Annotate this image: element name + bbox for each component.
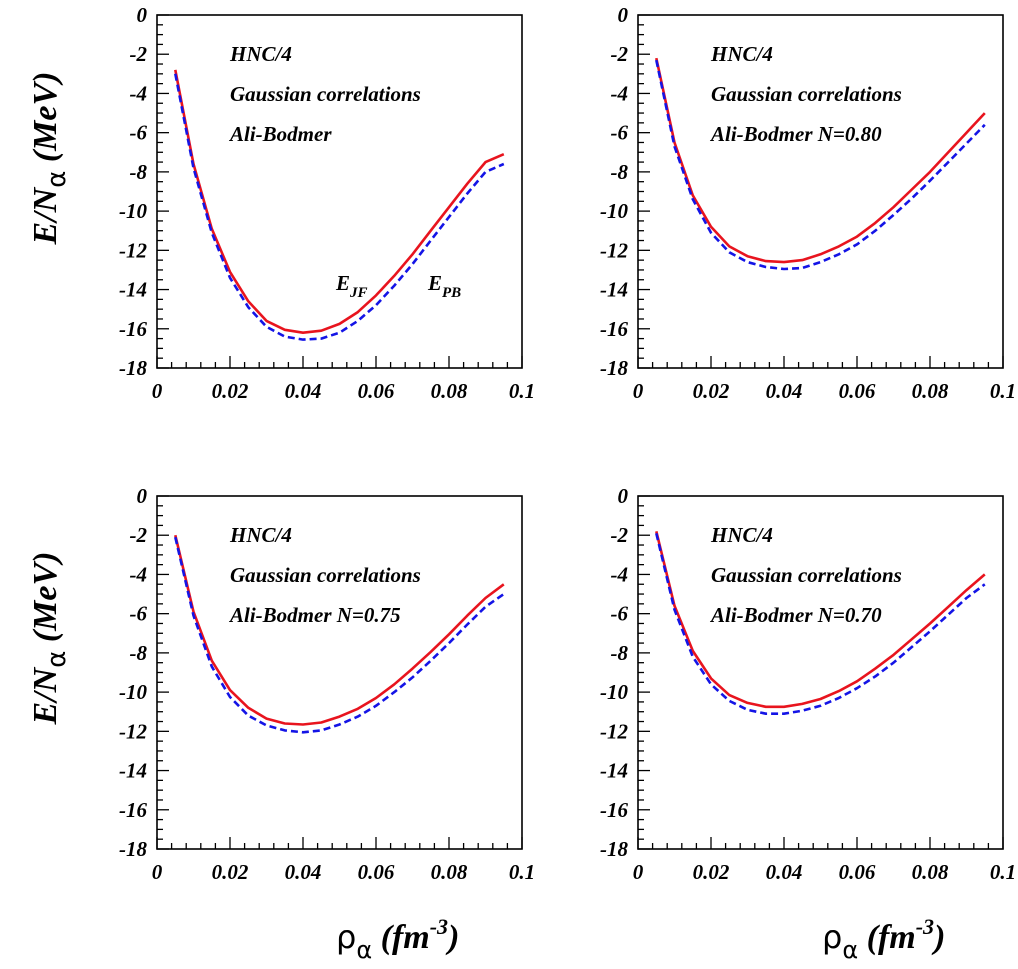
panel-annotation: Gaussian correlations bbox=[230, 82, 421, 106]
x-tick-label: 0.08 bbox=[431, 860, 468, 884]
panel-annotation: Gaussian correlations bbox=[230, 563, 421, 587]
x-tick-label: 0.06 bbox=[358, 860, 395, 884]
y-tick-label: -2 bbox=[130, 42, 148, 66]
y-tick-label: -6 bbox=[611, 121, 629, 145]
panel-annotation: HNC/4 bbox=[710, 42, 773, 66]
series-line-e-pb bbox=[655, 59, 986, 271]
y-tick-label: -18 bbox=[600, 837, 628, 861]
x-tick-label: 0.1 bbox=[990, 860, 1016, 884]
y-tick-label: -16 bbox=[119, 798, 147, 822]
y-tick-label: -6 bbox=[130, 602, 148, 626]
x-axis-label-right: ρα (fm-3) bbox=[822, 914, 945, 964]
y-tick-label: -8 bbox=[611, 160, 629, 184]
panel-annotation: Ali-Bodmer bbox=[228, 122, 332, 146]
panel-annotation: Ali-Bodmer N=0.80 bbox=[709, 122, 882, 146]
y-tick-label: -12 bbox=[119, 719, 147, 743]
x-tick-label: 0.02 bbox=[693, 379, 730, 403]
x-tick-label: 0.06 bbox=[839, 860, 876, 884]
x-tick-label: 0.08 bbox=[912, 860, 949, 884]
x-tick-label: 0 bbox=[152, 860, 163, 884]
y-tick-label: -14 bbox=[600, 759, 628, 783]
x-tick-label: 0.02 bbox=[212, 860, 249, 884]
y-tick-label: -2 bbox=[611, 523, 629, 547]
y-tick-label: -4 bbox=[130, 562, 148, 586]
panel-annotation: HNC/4 bbox=[710, 523, 773, 547]
x-tick-label: 0.06 bbox=[839, 379, 876, 403]
y-tick-label: -8 bbox=[130, 641, 148, 665]
panel-1: 0-2-4-6-8-10-12-14-16-180 0.02 0.04 0.06 0.0… bbox=[119, 3, 535, 403]
series-line-e-jf bbox=[655, 530, 986, 709]
y-tick-label: -8 bbox=[611, 641, 629, 665]
y-tick-label: -14 bbox=[119, 278, 147, 302]
y-tick-label: -12 bbox=[119, 238, 147, 262]
y-tick-label: -10 bbox=[119, 199, 147, 223]
x-tick-label: 0.1 bbox=[990, 379, 1016, 403]
y-tick-label: 0 bbox=[618, 484, 629, 508]
y-tick-label: -16 bbox=[600, 798, 628, 822]
y-tick-label: -2 bbox=[130, 523, 148, 547]
y-axis-label-bottom: E/Nα (MeV) bbox=[27, 552, 72, 726]
y-tick-label: -18 bbox=[119, 356, 147, 380]
panel-annotation: Ali-Bodmer N=0.75 bbox=[228, 603, 401, 627]
x-tick-label: 0.08 bbox=[912, 379, 949, 403]
panel-2: 0-2-4-6-8-10-12-14-16-180 0.02 0.04 0.06 0.0… bbox=[600, 3, 1016, 403]
y-tick-label: -10 bbox=[600, 680, 628, 704]
panel-4: 0-2-4-6-8-10-12-14-16-180 0.02 0.04 0.06 0.0… bbox=[600, 484, 1016, 884]
x-tick-label: 0.1 bbox=[509, 379, 535, 403]
x-tick-label: 0.02 bbox=[212, 379, 249, 403]
x-tick-label: 0.06 bbox=[358, 379, 395, 403]
panel-annotation: Ali-Bodmer N=0.70 bbox=[709, 603, 882, 627]
y-tick-label: -4 bbox=[130, 81, 148, 105]
y-tick-label: -10 bbox=[600, 199, 628, 223]
x-tick-label: 0.04 bbox=[766, 379, 803, 403]
y-tick-label: -14 bbox=[600, 278, 628, 302]
y-tick-label: -4 bbox=[611, 562, 629, 586]
x-tick-label: 0 bbox=[633, 860, 644, 884]
x-tick-label: 0.08 bbox=[431, 379, 468, 403]
y-tick-label: -12 bbox=[600, 238, 628, 262]
panel-3: 0-2-4-6-8-10-12-14-16-180 0.02 0.04 0.06 0.0… bbox=[119, 484, 535, 884]
x-axis-label-left: ρα (fm-3) bbox=[336, 914, 459, 964]
x-tick-label: 0.04 bbox=[285, 860, 322, 884]
series-line-e-jf bbox=[655, 57, 986, 264]
series-line-e-pb bbox=[174, 536, 505, 734]
x-tick-label: 0 bbox=[633, 379, 644, 403]
x-tick-label: 0.04 bbox=[766, 860, 803, 884]
y-tick-label: -12 bbox=[600, 719, 628, 743]
panel-annotation: HNC/4 bbox=[229, 523, 292, 547]
y-axis-label-top: E/Nα (MeV) bbox=[27, 72, 72, 246]
y-tick-label: 0 bbox=[137, 484, 148, 508]
panel-annotation: HNC/4 bbox=[229, 42, 292, 66]
y-tick-label: -10 bbox=[119, 680, 147, 704]
series-line-e-jf bbox=[174, 69, 505, 335]
series-line-e-pb bbox=[655, 532, 986, 716]
curve-label-pb: EPB bbox=[427, 271, 461, 301]
series-line-e-jf bbox=[174, 534, 505, 726]
y-tick-label: -18 bbox=[600, 356, 628, 380]
x-tick-label: 0.02 bbox=[693, 860, 730, 884]
y-tick-label: -16 bbox=[600, 317, 628, 341]
x-tick-label: 0 bbox=[152, 379, 163, 403]
x-tick-label: 0.04 bbox=[285, 379, 322, 403]
plot-frame bbox=[156, 14, 523, 369]
y-tick-label: -4 bbox=[611, 81, 629, 105]
y-tick-label: -2 bbox=[611, 42, 629, 66]
y-tick-label: -16 bbox=[119, 317, 147, 341]
series-line-e-pb bbox=[174, 73, 505, 341]
y-tick-label: -6 bbox=[611, 602, 629, 626]
y-tick-label: -6 bbox=[130, 121, 148, 145]
x-tick-label: 0.1 bbox=[509, 860, 535, 884]
y-tick-label: -14 bbox=[119, 759, 147, 783]
curve-label-jf: EJF bbox=[335, 271, 368, 301]
plot-frame bbox=[156, 495, 523, 850]
y-tick-label: 0 bbox=[137, 3, 148, 27]
y-tick-label: -18 bbox=[119, 837, 147, 861]
panel-annotation: Gaussian correlations bbox=[711, 82, 902, 106]
plot-frame bbox=[637, 495, 1004, 850]
panel-annotation: Gaussian correlations bbox=[711, 563, 902, 587]
y-tick-label: -8 bbox=[130, 160, 148, 184]
y-tick-label: 0 bbox=[618, 3, 629, 27]
panels: 0-2-4-6-8-10-12-14-16-180 0.02 0.04 0.06 0.0… bbox=[119, 3, 1016, 884]
